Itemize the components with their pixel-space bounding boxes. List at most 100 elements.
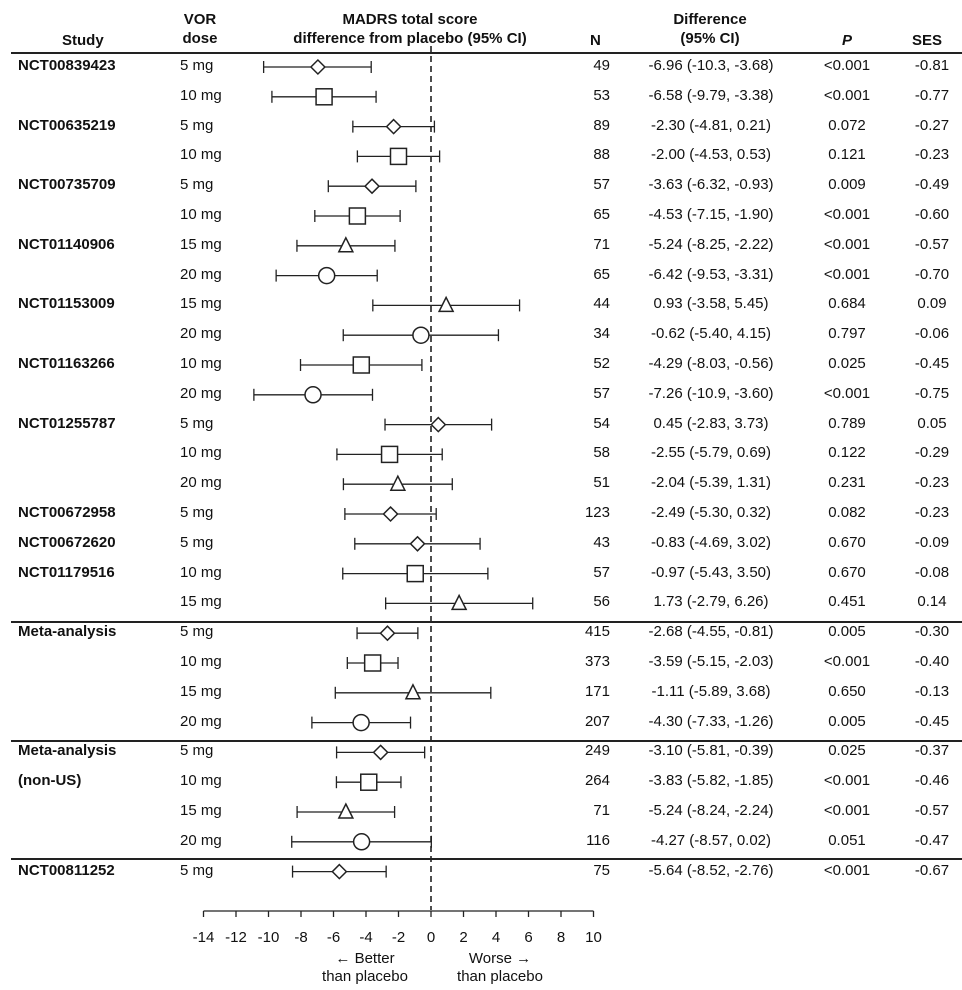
ses-value: 0.05 [917,414,947,432]
dose-label: 20 mg [180,712,222,730]
dose-label: 10 mg [180,444,222,462]
n-value: 49 [593,57,610,74]
worse-line2: than placebo [457,968,543,985]
dose-label: 20 mg [180,384,222,402]
ses-value: -0.77 [914,86,950,104]
p-value: 0.797 [828,325,866,343]
header-n: N [590,32,601,49]
ses-value: -0.40 [914,653,950,670]
header-p: P [842,32,853,49]
n-value: 43 [593,533,610,551]
p-value: 0.025 [828,742,866,760]
point-estimate-square [352,356,371,374]
n-value: 44 [593,295,610,313]
n-value: 71 [593,802,610,819]
n-value: 57 [593,176,610,194]
ses-value: -0.67 [914,861,950,879]
point-estimate-circle [352,833,371,851]
point-estimate-diamond [385,118,402,135]
dose-label: 10 mg [180,86,222,104]
ses-value: -0.06 [914,325,950,343]
header-diff: Difference (95% CI) [640,10,780,48]
p-value: 0.650 [828,682,866,700]
study-label: NCT00672958 [18,504,116,521]
p-value: 0.082 [828,504,866,521]
p-value: 0.670 [828,533,866,551]
difference-ci: -6.42 (-9.53, -3.31) [648,265,774,283]
header-rule [11,52,962,54]
p-value: 0.005 [828,712,866,730]
n-value: 52 [593,355,610,372]
dose-label: 20 mg [180,265,222,283]
worse-line1: Worse → [468,950,532,967]
x-tick-label: -14 [193,929,215,946]
x-tick-label: 6 [524,929,532,946]
x-tick-label: 0 [427,929,435,946]
dose-label: 5 mg [180,414,214,432]
dose-label: 10 mg [180,563,222,581]
difference-ci: -0.62 (-5.40, 4.15) [650,325,772,343]
study-label: NCT01163266 [18,355,115,372]
ses-value: -0.75 [914,384,950,402]
study-label: NCT00735709 [18,176,116,194]
ses-value: -0.45 [914,712,950,730]
study-label: NCT00672620 [18,533,116,551]
n-value: 264 [584,772,610,790]
dose-label: 5 mg [180,504,214,521]
point-estimate-square [360,773,378,791]
difference-ci: -1.11 (-5.89, 3.68) [651,682,771,700]
dose-label: 20 mg [180,325,222,343]
p-value: <0.001 [823,235,871,253]
difference-ci: -6.96 (-10.3, -3.68) [648,57,774,74]
p-value: 0.121 [828,146,866,164]
difference-ci: -4.30 (-7.33, -1.26) [648,712,774,730]
difference-ci: -7.26 (-10.9, -3.60) [648,384,774,402]
point-estimate-square [406,564,424,583]
ses-value: -0.37 [914,742,950,760]
point-estimate-diamond [430,416,447,433]
difference-ci: 0.93 (-3.58, 5.45) [653,295,769,313]
p-value: <0.001 [823,802,871,819]
section-rule-meta-nonus [11,740,962,742]
n-value: 75 [593,861,610,879]
header-dose: VOR dose [170,10,230,48]
dose-label: 15 mg [180,802,222,819]
header-madrs-line1: MADRS total score [342,11,478,28]
n-value: 373 [584,653,610,670]
point-estimate-triangle [450,593,468,611]
header-diff-line1: Difference [673,11,747,28]
point-estimate-diamond [309,58,326,76]
header-dose-line1: VOR [183,11,217,28]
dose-label: 5 mg [180,533,214,551]
ses-value: -0.45 [914,355,950,372]
p-value: <0.001 [823,861,871,879]
point-estimate-triangle [404,683,422,700]
difference-ci: -5.24 (-8.24, -2.24) [648,802,774,819]
dose-label: 20 mg [180,831,222,849]
n-value: 207 [584,712,610,730]
header-dose-line2: dose [182,30,218,47]
dose-label: 5 mg [180,861,214,879]
ses-value: -0.13 [914,682,950,700]
ses-value: -0.70 [914,265,950,283]
study-label: NCT00839423 [18,57,116,74]
point-estimate-diamond [363,178,381,195]
x-tick-label: 2 [459,929,467,946]
study-label: (non-US) [18,772,82,790]
point-estimate-diamond [331,863,348,880]
dose-label: 10 mg [180,772,222,790]
study-label: NCT01153009 [18,295,115,313]
header-madrs: MADRS total score difference from placeb… [250,10,570,48]
p-value: 0.684 [828,295,866,313]
x-tick-label: 10 [585,929,602,946]
difference-ci: -6.58 (-9.79, -3.38) [648,86,774,104]
p-value: 0.670 [828,563,866,581]
dose-label: 10 mg [180,355,222,372]
difference-ci: -2.00 (-4.53, 0.53) [650,146,772,164]
difference-ci: -2.04 (-5.39, 1.31) [650,474,772,492]
study-label: NCT00811252 [18,861,115,879]
x-tick-label: -8 [294,929,307,946]
header-ses: SES [912,32,943,49]
header-diff-line2: (95% CI) [680,30,740,47]
point-estimate-circle [412,326,430,344]
